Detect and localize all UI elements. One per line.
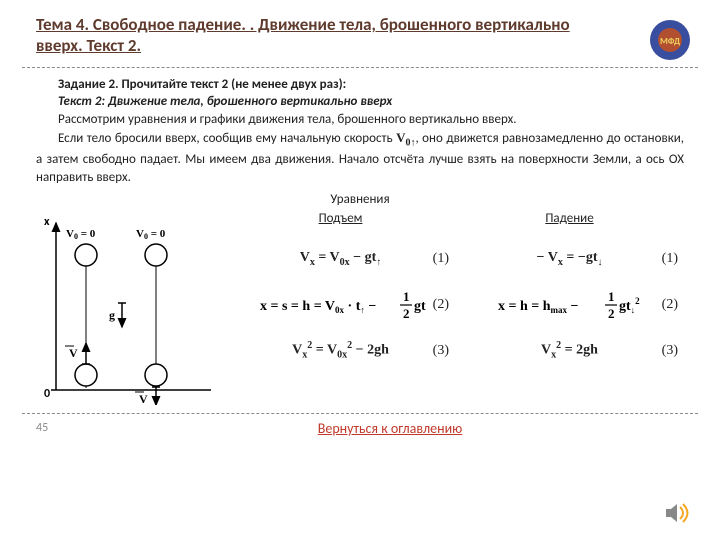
svg-text:x = s = h = V0x · t↑ −: x = s = h = V0x · t↑ − bbox=[260, 299, 376, 315]
body-text: Задание 2. Прочитайте текст 2 (не менее … bbox=[0, 68, 720, 209]
svg-text:gt↑2: gt↑2 bbox=[414, 296, 426, 315]
svg-text:gt↓2: gt↓2 bbox=[619, 296, 640, 315]
svg-text:2: 2 bbox=[608, 306, 615, 321]
svg-text:x = h = hmax −: x = h = hmax − bbox=[498, 299, 579, 315]
svg-text:V: V bbox=[139, 392, 148, 405]
column-ascent: Подъем Vx = V0x − gt↑(1) x = s = h = V0x… bbox=[226, 211, 455, 409]
svg-text:0: 0 bbox=[44, 387, 50, 401]
svg-text:x: x bbox=[44, 215, 50, 229]
svg-text:МФД: МФД bbox=[660, 36, 680, 47]
svg-text:g: g bbox=[109, 308, 115, 322]
speaker-icon[interactable] bbox=[664, 502, 690, 528]
svg-text:1: 1 bbox=[403, 289, 410, 304]
svg-text:2: 2 bbox=[403, 306, 410, 321]
back-to-toc-link[interactable]: Вернуться к оглавлению bbox=[318, 420, 463, 437]
column-descent: Падение − Vx = −gt↓(1) x = h = hmax − 12… bbox=[455, 211, 684, 409]
svg-text:V0 = 0: V0 = 0 bbox=[66, 228, 96, 241]
page-title: Тема 4. Свободное падение. . Движение те… bbox=[36, 14, 606, 57]
page-number: 45 bbox=[36, 421, 96, 435]
svg-text:V: V bbox=[69, 346, 78, 360]
institution-logo: МФД bbox=[648, 18, 692, 66]
motion-diagram: x 0 V0 = 0 V0 = 0 g V V bbox=[36, 211, 226, 409]
equations-heading: Уравнения bbox=[36, 191, 684, 209]
svg-text:V0 = 0: V0 = 0 bbox=[136, 228, 166, 241]
svg-text:1: 1 bbox=[608, 289, 615, 304]
